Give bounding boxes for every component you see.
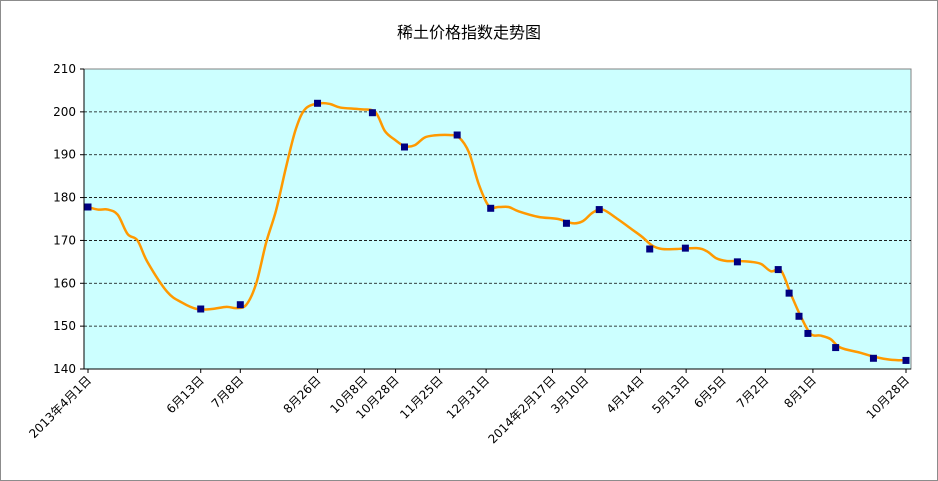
data-point-marker [902,356,910,364]
data-point-marker [733,258,741,266]
data-point-marker [314,99,322,107]
y-tick-label: 210 [53,62,76,76]
series-line [87,101,907,362]
y-tick-label: 200 [53,105,76,119]
y-tick-label: 170 [53,233,76,247]
x-tick-label: 8月1日 [781,373,819,411]
data-point-marker [785,289,793,297]
data-point-marker [869,354,877,362]
data-point-marker [646,245,654,253]
y-tick-label: 190 [53,148,76,162]
chart-title: 稀土价格指数走势图 [396,23,541,42]
plot-area [83,68,912,370]
x-tick-label: 7月2日 [734,373,772,411]
x-tick-label: 7月8日 [209,373,247,411]
x-tick-label: 6月5日 [691,373,729,411]
y-tick-label: 160 [53,276,76,290]
data-point-marker [774,266,782,274]
data-point-marker [681,244,689,252]
y-tick-label: 180 [53,191,76,205]
x-tick-label: 4月14日 [604,373,647,416]
data-point-marker [795,312,803,320]
x-tick-label: 11月25日 [397,373,445,421]
data-point-marker [453,131,461,139]
y-tick-label: 140 [53,362,76,376]
x-tick-label: 5月13日 [649,373,692,416]
x-tick-label: 2013年4月1日 [26,373,94,441]
x-tick-label: 10月28日 [864,373,912,421]
data-point-marker [400,143,408,151]
x-tick-label: 6月13日 [164,373,207,416]
data-point-marker [832,344,840,352]
data-point-marker [197,305,205,313]
data-point-marker [562,219,570,227]
data-point-marker [487,204,495,212]
data-point-marker [236,301,244,309]
data-point-marker [804,329,812,337]
x-tick-label: 8月26日 [281,373,324,416]
data-point-marker [84,203,92,211]
x-tick-label: 12月31日 [444,373,492,421]
data-point-marker [368,109,376,117]
x-tick-label: 2014年2月17日 [485,373,558,446]
y-tick-label: 150 [53,319,76,333]
data-point-marker [595,206,603,214]
